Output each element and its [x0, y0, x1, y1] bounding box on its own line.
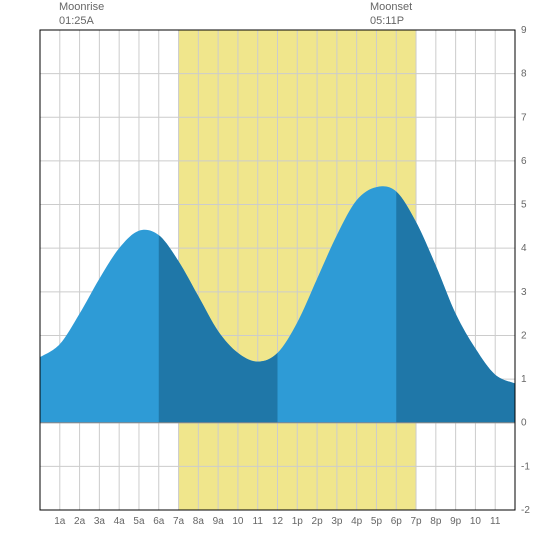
x-tick-label: 7a: [173, 516, 185, 527]
x-tick-label: 6p: [391, 516, 403, 527]
y-tick-label: 7: [521, 112, 527, 123]
moonrise-title: Moonrise: [59, 1, 104, 13]
y-tick-label: 2: [521, 330, 527, 341]
y-tick-label: 5: [521, 200, 527, 211]
moonrise-label: Moonrise 01:25A: [59, 0, 104, 29]
x-tick-label: 2p: [312, 516, 324, 527]
x-tick-label: 12: [272, 516, 284, 527]
x-tick-label: 6a: [153, 516, 165, 527]
x-tick-label: 11: [253, 516, 264, 527]
y-tick-label: 6: [521, 156, 527, 167]
x-tick-label: 2a: [74, 516, 86, 527]
moonrise-time: 01:25A: [59, 15, 94, 27]
x-tick-label: 10: [232, 516, 244, 527]
x-tick-label: 8p: [430, 516, 442, 527]
chart-svg: -2-101234567891a2a3a4a5a6a7a8a9a1011121p…: [0, 0, 550, 550]
y-tick-label: 3: [521, 287, 527, 298]
x-tick-label: 9a: [213, 516, 225, 527]
x-tick-label: 3a: [94, 516, 106, 527]
x-tick-label: 10: [470, 516, 482, 527]
x-tick-label: 5p: [371, 516, 383, 527]
y-tick-label: 1: [521, 374, 527, 385]
x-tick-label: 3p: [331, 516, 343, 527]
x-tick-label: 8a: [193, 516, 205, 527]
x-tick-label: 9p: [450, 516, 462, 527]
x-tick-label: 1a: [54, 516, 66, 527]
y-tick-label: -2: [521, 505, 530, 516]
x-tick-label: 1p: [292, 516, 304, 527]
moonset-label: Moonset 05:11P: [370, 0, 412, 29]
moonset-title: Moonset: [370, 1, 412, 13]
y-tick-label: -1: [521, 461, 530, 472]
y-tick-label: 0: [521, 418, 527, 429]
x-tick-label: 5a: [133, 516, 145, 527]
x-tick-label: 11: [490, 516, 501, 527]
moonset-time: 05:11P: [370, 15, 404, 27]
x-tick-label: 4a: [114, 516, 126, 527]
y-tick-label: 4: [521, 243, 527, 254]
x-tick-label: 7p: [410, 516, 422, 527]
tide-chart: Moonrise 01:25A Moonset 05:11P -2-101234…: [0, 0, 550, 550]
y-tick-label: 9: [521, 25, 527, 36]
x-tick-label: 4p: [351, 516, 363, 527]
y-tick-label: 8: [521, 69, 527, 80]
